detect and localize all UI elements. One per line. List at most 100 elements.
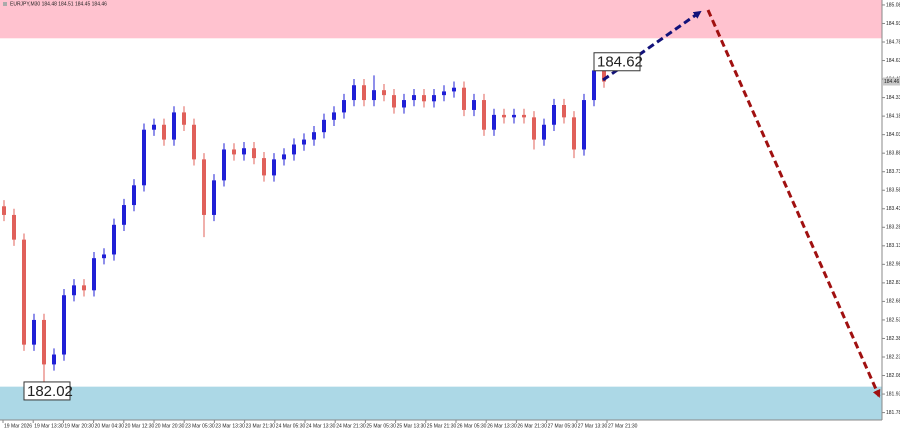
candle-body <box>102 254 106 259</box>
last-price-box <box>883 77 900 86</box>
candle-body <box>382 90 386 96</box>
candle-body <box>2 206 6 215</box>
candle-body <box>532 117 536 140</box>
candle-body <box>242 148 246 155</box>
candle-body <box>12 214 16 240</box>
candle-body <box>462 87 466 110</box>
x-tick-label: 25 Mar 13:30 <box>397 423 427 429</box>
candle-body <box>272 159 276 176</box>
candle-body <box>202 159 206 215</box>
y-tick-label: 185.08 <box>886 2 900 8</box>
candle-body <box>522 114 526 118</box>
y-tick-label: 183.58 <box>886 188 900 194</box>
zones <box>0 0 882 420</box>
candle-body <box>442 91 446 96</box>
candle-body <box>392 95 396 108</box>
x-tick-label: 25 Mar 21:30 <box>427 423 457 429</box>
candle-body <box>362 85 366 101</box>
x-tick-label: 23 Mar 21:30 <box>246 423 276 429</box>
annotation-label: 184.62 <box>597 54 643 71</box>
annotation-box <box>23 381 71 401</box>
y-tick-label: 183.73 <box>886 169 900 175</box>
candle-body <box>502 114 506 118</box>
candle-body <box>602 70 606 82</box>
candle-body <box>162 124 166 140</box>
candle-body <box>312 132 316 140</box>
zone <box>0 386 882 420</box>
y-tick-label: 181.93 <box>886 391 900 397</box>
candle-body <box>262 158 266 176</box>
candle-body <box>372 90 376 101</box>
candle-body <box>222 149 226 181</box>
candle-body <box>72 285 76 296</box>
x-tick-label: 23 Mar 05:30 <box>185 423 215 429</box>
candle-body <box>322 119 326 133</box>
x-tick-label: 27 Mar 21:30 <box>608 423 638 429</box>
y-tick-label: 183.13 <box>886 243 900 249</box>
y-tick-label: 182.68 <box>886 299 900 305</box>
candle-body <box>332 112 336 120</box>
candle-body <box>82 285 86 291</box>
y-tick-label: 183.43 <box>886 206 900 212</box>
zone <box>0 0 882 39</box>
candle-body <box>122 205 126 225</box>
candle-body <box>282 154 286 160</box>
candle-body <box>32 319 36 345</box>
candle-body <box>232 149 236 155</box>
y-tick-label: 184.63 <box>886 58 900 64</box>
candle-body <box>172 112 176 140</box>
candle-body <box>432 95 436 102</box>
candle-body <box>142 129 146 186</box>
candle-body <box>22 239 26 345</box>
y-tick-label: 184.03 <box>886 132 900 138</box>
candle-body <box>152 124 156 130</box>
y-tick-label: 184.18 <box>886 113 900 119</box>
candle-body <box>412 95 416 101</box>
candle-body <box>182 112 186 125</box>
candle-body <box>512 114 516 118</box>
x-tick-label: 20 Mar 12:30 <box>125 423 155 429</box>
y-tick-label: 184.78 <box>886 39 900 45</box>
x-tick-label: 27 Mar 05:30 <box>548 423 578 429</box>
candle-body <box>42 319 46 365</box>
candle-body <box>402 100 406 108</box>
candle-body <box>452 87 456 92</box>
x-tick-label: 24 Mar 21:30 <box>336 423 366 429</box>
x-tick-label: 23 Mar 13:30 <box>215 423 245 429</box>
candle-body <box>422 95 426 102</box>
candles <box>2 61 606 383</box>
chart-title: EURJPY,M30 184.48 184.51 184.45 184.46 <box>10 1 107 7</box>
forecast-arrow-up <box>602 10 702 82</box>
x-tick-label: 26 Mar 05:30 <box>457 423 487 429</box>
y-tick-label: 182.53 <box>886 317 900 323</box>
candle-body <box>482 100 486 130</box>
x-tick-label: 26 Mar 13:30 <box>487 423 517 429</box>
y-tick-label: 182.83 <box>886 280 900 286</box>
candle-body <box>62 295 66 355</box>
y-tick-label: 183.88 <box>886 151 900 157</box>
candle-body <box>252 148 256 159</box>
y-tick-label: 181.78 <box>886 410 900 416</box>
x-tick-label: 27 Mar 13:30 <box>578 423 608 429</box>
y-tick-label: 183.28 <box>886 225 900 231</box>
candle-body <box>562 105 566 118</box>
candle-body <box>302 139 306 145</box>
annotation-label: 182.02 <box>27 383 73 400</box>
y-tick-label: 184.33 <box>886 95 900 101</box>
x-tick-label: 20 Mar 04:30 <box>95 423 125 429</box>
candle-body <box>212 180 216 215</box>
y-tick-label: 182.23 <box>886 354 900 360</box>
candle-body <box>542 124 546 140</box>
candle-body <box>572 117 576 150</box>
x-tick-label: 19 Mar 20:30 <box>64 423 94 429</box>
y-tick-label: 184.93 <box>886 21 900 27</box>
x-tick-label: 26 Mar 21:30 <box>517 423 547 429</box>
annotation-box <box>593 52 641 72</box>
x-tick-label: 25 Mar 05:30 <box>366 423 396 429</box>
symbol-icon <box>3 2 7 6</box>
candle-body <box>52 354 56 365</box>
x-tick-label: 19 Mar 13:30 <box>34 423 64 429</box>
candle-body <box>582 100 586 150</box>
candle-body <box>92 258 96 291</box>
